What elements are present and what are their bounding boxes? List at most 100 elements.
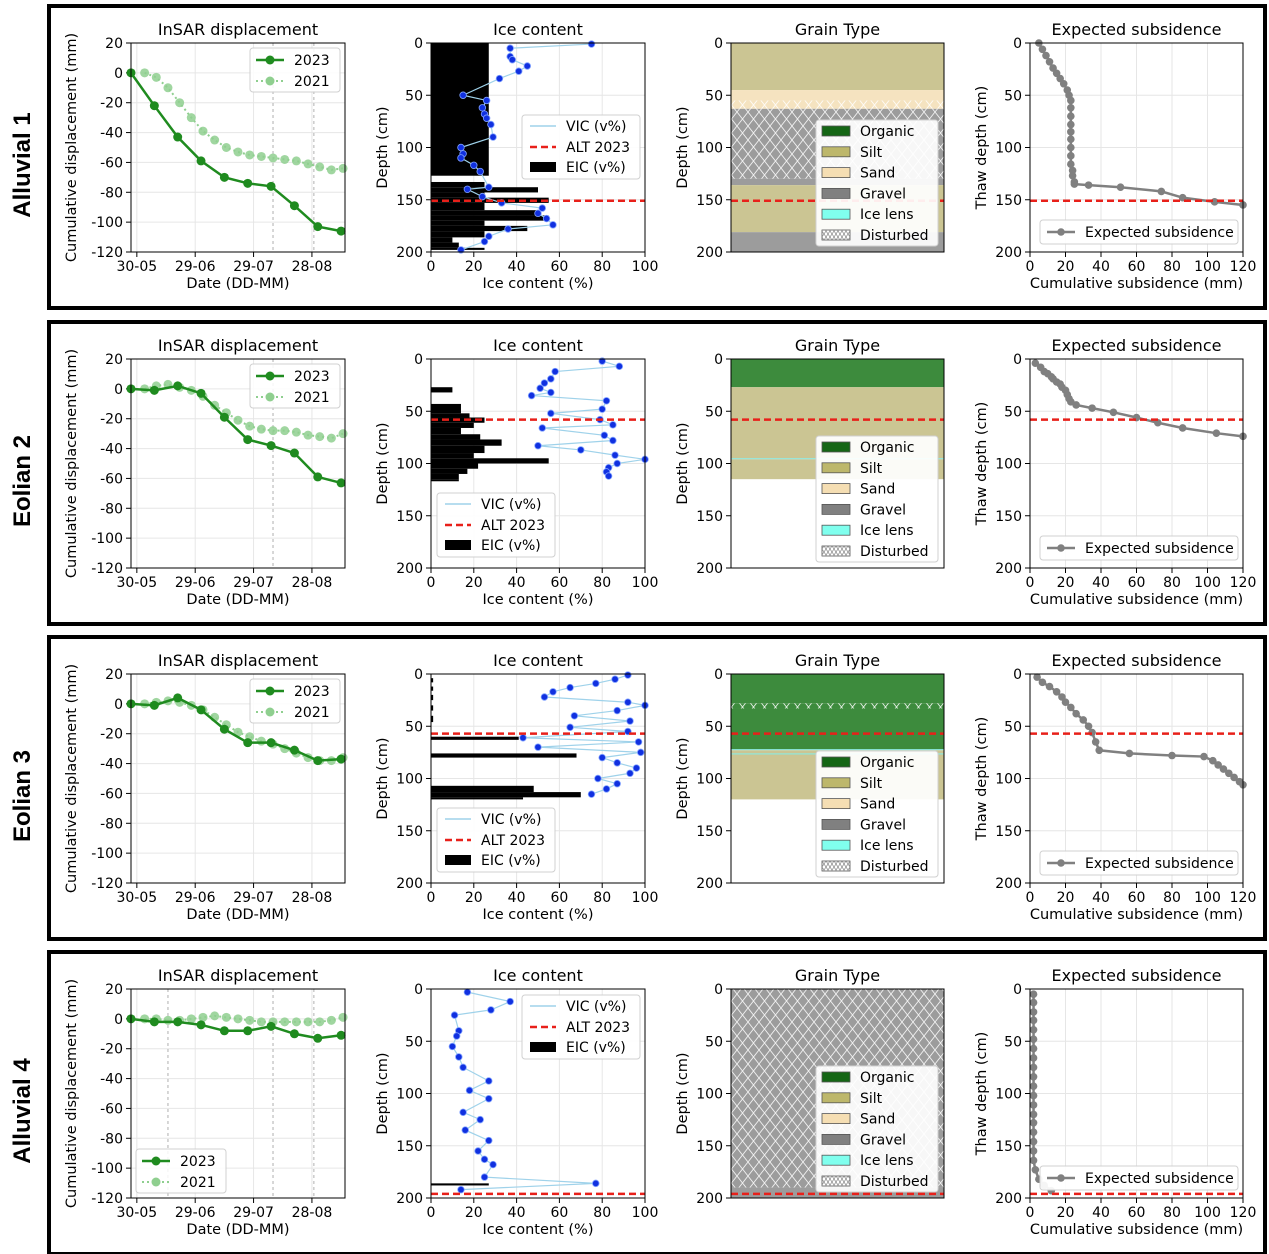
y-tick-label: 100 xyxy=(696,772,723,788)
legend-icelens-swatch xyxy=(821,1154,851,1166)
subs-xlabel: Cumulative subsidence (mm) xyxy=(1030,1222,1243,1238)
series-2023-point xyxy=(243,178,253,188)
eic-bar xyxy=(431,705,434,711)
subsidence-point xyxy=(1067,103,1075,112)
series-2023-point xyxy=(289,1029,299,1039)
x-tick-label: 29-06 xyxy=(175,575,216,591)
legend-icelens-label: Ice lens xyxy=(860,523,914,539)
ice-ylabel: Depth (cm) xyxy=(375,737,391,819)
vic-point xyxy=(478,192,487,201)
legend-2023-label: 2023 xyxy=(294,53,330,69)
vic-point xyxy=(613,459,621,468)
row-3: Alluvial 430-05 29-06 29-07 28-08200-20-40-… xyxy=(9,950,1267,1254)
x-tick-label: 40 xyxy=(1092,1205,1110,1221)
subsidence-point xyxy=(1029,1063,1038,1072)
series-2023-point xyxy=(243,435,253,445)
series-2023-point xyxy=(149,700,159,710)
legend-icelens-label: Ice lens xyxy=(860,838,914,854)
y-tick-label: 200 xyxy=(995,1191,1022,1207)
series-2023-point xyxy=(289,201,299,211)
vic-point xyxy=(538,424,546,432)
ice-title: Ice content xyxy=(493,336,583,355)
grain-title: Grain Type xyxy=(795,20,880,39)
eic-bar xyxy=(431,422,474,428)
insar-xlabel: Date (DD-MM) xyxy=(186,907,289,923)
x-tick-label: 40 xyxy=(508,1205,526,1221)
legend-gravel-label: Gravel xyxy=(860,502,906,518)
series-2023-point xyxy=(289,745,299,755)
eic-bar xyxy=(431,225,528,232)
series-2023-point xyxy=(289,448,299,458)
y-tick-label: 150 xyxy=(696,824,723,840)
y-tick-label: -20 xyxy=(100,412,123,428)
legend-alt-label: ALT 2023 xyxy=(481,518,545,534)
y-tick-label: 50 xyxy=(405,1034,423,1050)
y-tick-label: 0 xyxy=(714,982,723,998)
legend-icelens-label: Ice lens xyxy=(860,1153,914,1169)
legend-disturbed-label: Disturbed xyxy=(860,1174,928,1190)
legend-2023-marker xyxy=(265,55,275,65)
series-2021-point xyxy=(233,147,243,157)
legend-box xyxy=(1039,535,1239,561)
insar-legend: 2023 2021 xyxy=(249,47,341,93)
series-2021-point xyxy=(315,162,325,172)
subsidence-point xyxy=(1084,181,1093,189)
x-tick-label: 40 xyxy=(1092,259,1110,275)
legend-eic-label: EIC (v%) xyxy=(566,160,626,176)
legend-sand-swatch xyxy=(821,798,851,809)
subsidence-point xyxy=(1029,998,1038,1007)
series-2023-point xyxy=(149,385,159,395)
legend-2023-marker xyxy=(265,686,275,696)
series-2023-point xyxy=(219,724,229,734)
y-tick-label: 0 xyxy=(714,36,723,52)
grain-ylabel: Depth (cm) xyxy=(675,1052,691,1134)
legend-gravel-label: Gravel xyxy=(860,186,906,202)
series-2023-line xyxy=(130,1017,342,1040)
eic-bar xyxy=(431,413,470,418)
subsidence-point xyxy=(1091,738,1100,746)
y-tick-label: 100 xyxy=(396,1087,423,1103)
y-tick-label: 0 xyxy=(1013,352,1022,368)
series-2023-point xyxy=(336,1030,346,1040)
legend-silt-label: Silt xyxy=(860,1091,883,1107)
vic-point xyxy=(626,717,634,725)
row-frame xyxy=(47,4,1267,310)
y-tick-label: -60 xyxy=(100,155,123,171)
y-tick-label: -80 xyxy=(100,185,123,201)
x-tick-label: 80 xyxy=(593,259,611,275)
ice-legend: VIC (v%) ALT 2023 EIC (v%) xyxy=(521,114,641,180)
series-2023-point xyxy=(219,1026,229,1036)
subs-title: Expected subsidence xyxy=(1052,336,1222,355)
legend-box xyxy=(1039,1165,1239,1191)
vic-point xyxy=(452,1032,461,1040)
vic-point xyxy=(482,96,491,105)
vic-point xyxy=(594,774,602,783)
vic-point xyxy=(632,764,641,772)
x-tick-label: 20 xyxy=(1057,890,1075,906)
y-tick-label: 50 xyxy=(1004,719,1022,735)
insar-panel: 30-05 29-06 29-07 28-08 20 0 -20 -40 -60 -80 -100 -… xyxy=(64,651,348,923)
y-tick-label: -100 xyxy=(91,215,123,231)
ice-legend: VIC (v%) ALT 2023 EIC (v%) xyxy=(436,492,556,558)
ice-xlabel: Ice content (%) xyxy=(483,592,594,608)
vic-point xyxy=(624,698,632,706)
series-2023-point xyxy=(266,441,276,451)
legend-2023-label: 2023 xyxy=(180,1154,216,1170)
legend-disturbed-label: Disturbed xyxy=(860,859,928,875)
vic-point xyxy=(470,161,478,169)
legend-2023-marker xyxy=(151,1156,161,1166)
legend-eic-swatch xyxy=(530,162,556,172)
eic-bar xyxy=(431,715,434,723)
eic-bar xyxy=(431,237,453,243)
subs-legend: Expected subsidence xyxy=(1039,219,1239,245)
series-2021-point xyxy=(151,72,161,82)
series-2023-line xyxy=(130,696,342,762)
subsidence-point xyxy=(1033,673,1041,681)
subsidence-point xyxy=(1031,1165,1040,1174)
insar-title: InSAR displacement xyxy=(158,651,318,670)
y-tick-label: -120 xyxy=(91,245,123,261)
subsidence-point xyxy=(1029,1137,1038,1146)
legend-silt-label: Silt xyxy=(860,461,883,477)
x-tick-label: 60 xyxy=(550,1205,568,1221)
ice-ylabel: Depth (cm) xyxy=(375,422,391,504)
